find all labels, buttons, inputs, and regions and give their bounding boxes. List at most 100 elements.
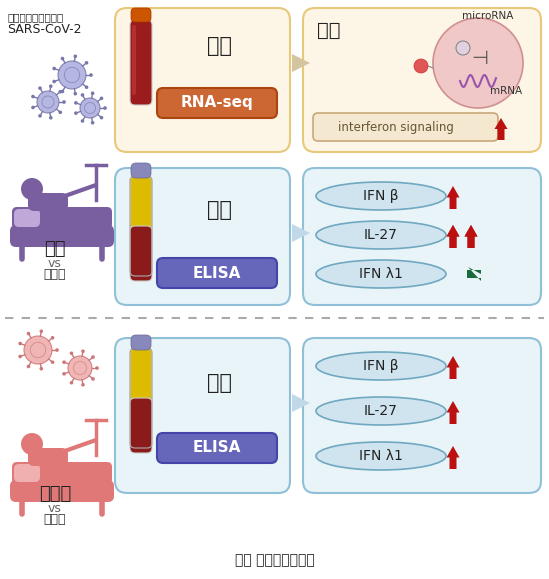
Circle shape bbox=[55, 348, 59, 352]
Circle shape bbox=[40, 329, 43, 333]
Circle shape bbox=[58, 90, 62, 94]
FancyBboxPatch shape bbox=[12, 462, 112, 484]
Circle shape bbox=[91, 91, 94, 95]
Circle shape bbox=[27, 365, 30, 368]
Circle shape bbox=[40, 367, 43, 371]
FancyBboxPatch shape bbox=[12, 207, 112, 229]
Text: 中等症: 中等症 bbox=[39, 485, 71, 503]
FancyBboxPatch shape bbox=[303, 8, 541, 152]
Polygon shape bbox=[446, 225, 460, 248]
Ellipse shape bbox=[316, 260, 446, 288]
Polygon shape bbox=[446, 446, 460, 469]
Circle shape bbox=[414, 59, 428, 73]
Text: vs: vs bbox=[48, 502, 62, 515]
FancyBboxPatch shape bbox=[10, 225, 114, 247]
Circle shape bbox=[100, 97, 103, 100]
Circle shape bbox=[456, 41, 470, 55]
Circle shape bbox=[91, 356, 95, 359]
Circle shape bbox=[52, 67, 56, 70]
Circle shape bbox=[18, 342, 22, 345]
Circle shape bbox=[38, 114, 42, 118]
Circle shape bbox=[70, 351, 74, 355]
Text: vs: vs bbox=[48, 257, 62, 270]
Text: 新型コロナウイルス: 新型コロナウイルス bbox=[7, 12, 63, 22]
Circle shape bbox=[68, 356, 92, 380]
Circle shape bbox=[70, 381, 74, 384]
Circle shape bbox=[433, 18, 523, 108]
Text: IFN β: IFN β bbox=[363, 359, 399, 373]
FancyBboxPatch shape bbox=[130, 20, 152, 105]
Polygon shape bbox=[446, 225, 460, 248]
FancyBboxPatch shape bbox=[14, 209, 40, 227]
FancyBboxPatch shape bbox=[313, 113, 498, 141]
Text: 血漿: 血漿 bbox=[208, 200, 232, 220]
FancyBboxPatch shape bbox=[28, 193, 68, 211]
Polygon shape bbox=[446, 401, 460, 424]
Circle shape bbox=[21, 178, 43, 200]
Circle shape bbox=[62, 360, 66, 364]
Text: 図： 本研究のまとめ: 図： 本研究のまとめ bbox=[234, 553, 315, 567]
Circle shape bbox=[18, 355, 22, 358]
FancyBboxPatch shape bbox=[131, 163, 151, 178]
Circle shape bbox=[31, 106, 35, 109]
Circle shape bbox=[27, 332, 30, 335]
Text: 全血: 全血 bbox=[208, 36, 232, 56]
Polygon shape bbox=[292, 224, 310, 242]
Circle shape bbox=[74, 111, 78, 115]
Circle shape bbox=[21, 433, 43, 455]
Text: microRNA: microRNA bbox=[462, 11, 514, 21]
Circle shape bbox=[51, 336, 54, 340]
Polygon shape bbox=[467, 267, 481, 281]
Circle shape bbox=[81, 350, 85, 353]
Text: interferon signaling: interferon signaling bbox=[338, 120, 453, 134]
FancyBboxPatch shape bbox=[157, 258, 277, 288]
Polygon shape bbox=[446, 356, 460, 379]
Circle shape bbox=[24, 336, 52, 364]
FancyBboxPatch shape bbox=[303, 338, 541, 493]
FancyBboxPatch shape bbox=[131, 335, 151, 350]
FancyBboxPatch shape bbox=[115, 168, 290, 305]
FancyBboxPatch shape bbox=[14, 464, 40, 482]
Circle shape bbox=[81, 383, 85, 387]
Polygon shape bbox=[292, 54, 310, 72]
Polygon shape bbox=[292, 394, 310, 412]
Text: 血球: 血球 bbox=[317, 20, 340, 39]
FancyBboxPatch shape bbox=[10, 480, 114, 502]
FancyBboxPatch shape bbox=[130, 348, 152, 403]
Circle shape bbox=[91, 377, 95, 381]
Circle shape bbox=[61, 57, 64, 60]
Ellipse shape bbox=[316, 221, 446, 249]
Circle shape bbox=[100, 116, 103, 119]
Text: ⊣: ⊣ bbox=[472, 49, 489, 68]
Circle shape bbox=[81, 119, 85, 123]
Text: ELISA: ELISA bbox=[193, 441, 241, 456]
FancyBboxPatch shape bbox=[130, 398, 152, 453]
Circle shape bbox=[62, 100, 66, 104]
FancyBboxPatch shape bbox=[130, 176, 152, 231]
FancyBboxPatch shape bbox=[60, 462, 80, 478]
FancyBboxPatch shape bbox=[131, 8, 151, 22]
Circle shape bbox=[37, 91, 59, 113]
FancyBboxPatch shape bbox=[115, 338, 290, 493]
Text: SARS-CoV-2: SARS-CoV-2 bbox=[7, 23, 81, 36]
FancyBboxPatch shape bbox=[157, 433, 277, 463]
Ellipse shape bbox=[316, 442, 446, 470]
Text: ELISA: ELISA bbox=[193, 266, 241, 280]
FancyBboxPatch shape bbox=[115, 8, 290, 152]
Circle shape bbox=[74, 54, 77, 58]
Circle shape bbox=[61, 90, 64, 93]
Circle shape bbox=[85, 86, 88, 89]
Circle shape bbox=[38, 86, 42, 90]
Circle shape bbox=[85, 61, 88, 65]
FancyBboxPatch shape bbox=[28, 448, 68, 466]
FancyBboxPatch shape bbox=[157, 88, 277, 118]
Circle shape bbox=[51, 360, 54, 364]
Text: IFN λ1: IFN λ1 bbox=[359, 267, 403, 281]
Circle shape bbox=[31, 95, 35, 98]
Text: IL-27: IL-27 bbox=[364, 228, 398, 242]
Ellipse shape bbox=[316, 182, 446, 210]
Text: 健常人: 健常人 bbox=[44, 268, 66, 281]
Text: IFN λ1: IFN λ1 bbox=[359, 449, 403, 463]
Circle shape bbox=[95, 366, 99, 370]
FancyBboxPatch shape bbox=[303, 168, 541, 305]
